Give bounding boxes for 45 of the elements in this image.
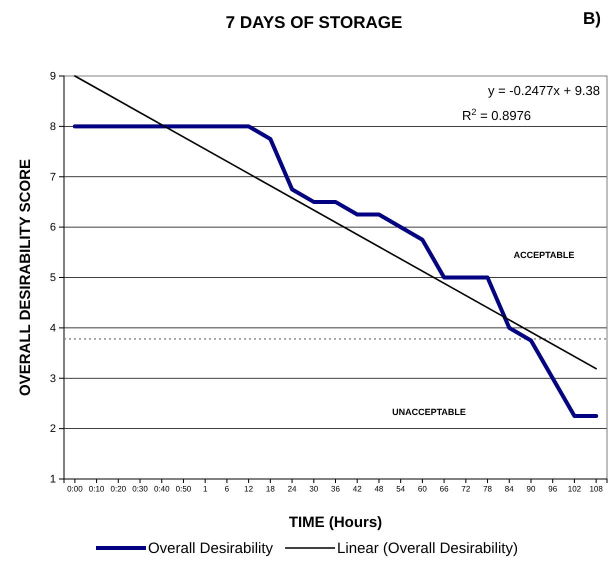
x-tick-label: 0:30: [132, 484, 148, 494]
annotation: UNACCEPTABLE: [392, 407, 466, 417]
x-tick-label: 72: [461, 484, 471, 494]
text: B): [583, 9, 601, 28]
y-tick-label: 9: [50, 70, 56, 83]
x-tick-label: 108: [589, 484, 604, 494]
annotation: ACCEPTABLE: [514, 250, 574, 260]
y-tick-label: 5: [50, 272, 56, 284]
x-tick-label: 90: [526, 484, 536, 494]
x-tick-label: 66: [440, 484, 450, 494]
x-tick-label: 0:20: [110, 484, 127, 494]
legend-label: Overall Desirability: [148, 540, 274, 557]
x-tick-label: 6: [224, 484, 230, 494]
x-tick-label: 96: [548, 484, 558, 494]
x-tick-label: 0:40: [154, 484, 170, 494]
x-tick-label: 54: [396, 484, 406, 494]
x-tick-label: 18: [266, 484, 276, 494]
x-tick-label: 84: [504, 484, 514, 494]
y-tick-label: 6: [50, 222, 56, 234]
x-tick-label: 42: [352, 484, 362, 494]
x-tick-label: 48: [374, 484, 384, 494]
x-tick-label: 1: [202, 484, 208, 494]
legend-label: Linear (Overall Desirability): [337, 540, 518, 557]
y-tick-label: 3: [50, 372, 56, 385]
y-axis-title: OVERALL DESIRABILITY SCORE: [17, 159, 34, 396]
y-tick-label: 8: [50, 120, 56, 133]
y-tick-label: 4: [50, 322, 56, 334]
x-tick-label: 102: [568, 484, 582, 494]
y-tick-label: 7: [50, 171, 56, 184]
chart-title: 7 DAYS OF STORAGE: [226, 13, 402, 32]
x-tick-label: 12: [244, 484, 254, 494]
x-tick-label: 30: [309, 484, 319, 494]
x-tick-label: 36: [331, 484, 340, 494]
annotation: R$^{2}$ = 0.8976: [462, 107, 532, 123]
x-tick-label: 0:00: [67, 484, 84, 494]
x-tick-label: 0:10: [88, 484, 105, 494]
x-tick-label: 0:50: [176, 484, 192, 494]
x-tick-label: 24: [288, 484, 298, 494]
line-series: [72, 124, 598, 418]
x-axis-title: TIME (Hours): [288, 514, 382, 531]
y-tick-label: 1: [50, 474, 56, 486]
x-tick-label: 60: [418, 484, 428, 494]
y-tick-label: 2: [50, 423, 56, 436]
annotation: y = -0.2477x + 9.38: [488, 83, 600, 98]
x-tick-label: 78: [483, 484, 493, 494]
